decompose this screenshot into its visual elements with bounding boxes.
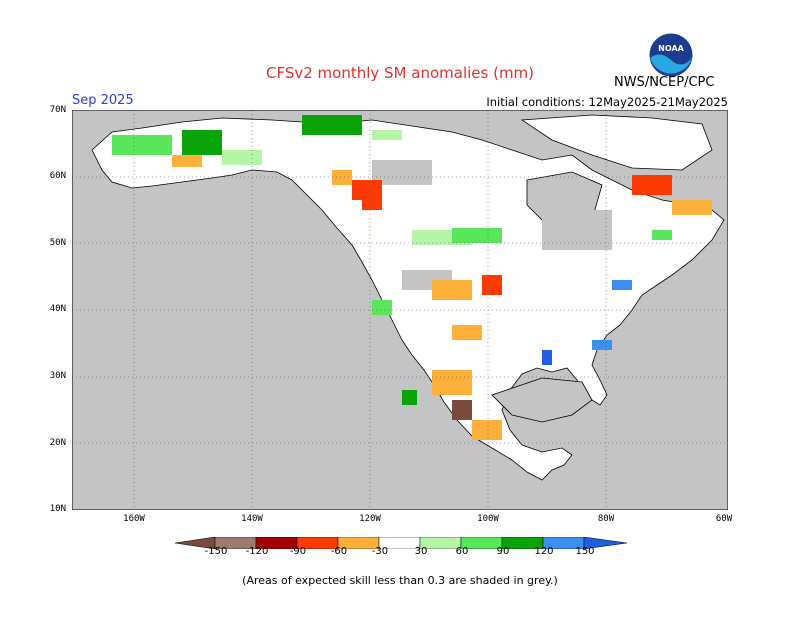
anomaly-cells [112, 115, 712, 440]
initial-conditions: Initial conditions: 12May2025-21May2025 [486, 95, 728, 109]
graticule [72, 110, 728, 510]
low-skill-areas [92, 160, 612, 370]
colorbar-tick: 120 [534, 546, 554, 557]
svg-text:NOAA: NOAA [658, 44, 684, 53]
colorbar-tick: -150 [204, 546, 228, 557]
anomaly-map [71, 109, 729, 514]
agency-label: NWS/NCEP/CPC [614, 75, 715, 90]
lon-label: 160W [123, 514, 145, 524]
forecast-month: Sep 2025 [72, 93, 134, 108]
lon-label: 100W [477, 514, 499, 524]
map-title: CFSv2 monthly SM anomalies (mm) [265, 64, 535, 82]
colorbar-tick: 60 [455, 546, 469, 557]
skill-note: (Areas of expected skill less than 0.3 a… [242, 574, 558, 587]
noaa-logo: NOAA [648, 32, 694, 78]
colorbar-tick: -120 [245, 546, 269, 557]
colorbar-tick: 90 [496, 546, 510, 557]
lat-label: 40N [49, 304, 66, 314]
lon-label: 120W [359, 514, 381, 524]
lon-label: 140W [241, 514, 263, 524]
colorbar-tick: 150 [575, 546, 595, 557]
lat-label: 60N [49, 171, 66, 181]
colorbar-tick: -90 [289, 546, 307, 557]
lat-label: 20N [49, 438, 66, 448]
lon-label: 80W [597, 514, 615, 524]
colorbar-tick: -60 [330, 546, 348, 557]
colorbar-tick: -30 [371, 546, 389, 557]
lat-label: 30N [49, 371, 66, 381]
lon-label: 60W [715, 514, 733, 524]
lat-label: 70N [49, 105, 66, 115]
lat-label: 50N [49, 238, 66, 248]
lat-label: 10N [49, 504, 66, 514]
colorbar [174, 534, 628, 553]
colorbar-tick: 30 [414, 546, 428, 557]
